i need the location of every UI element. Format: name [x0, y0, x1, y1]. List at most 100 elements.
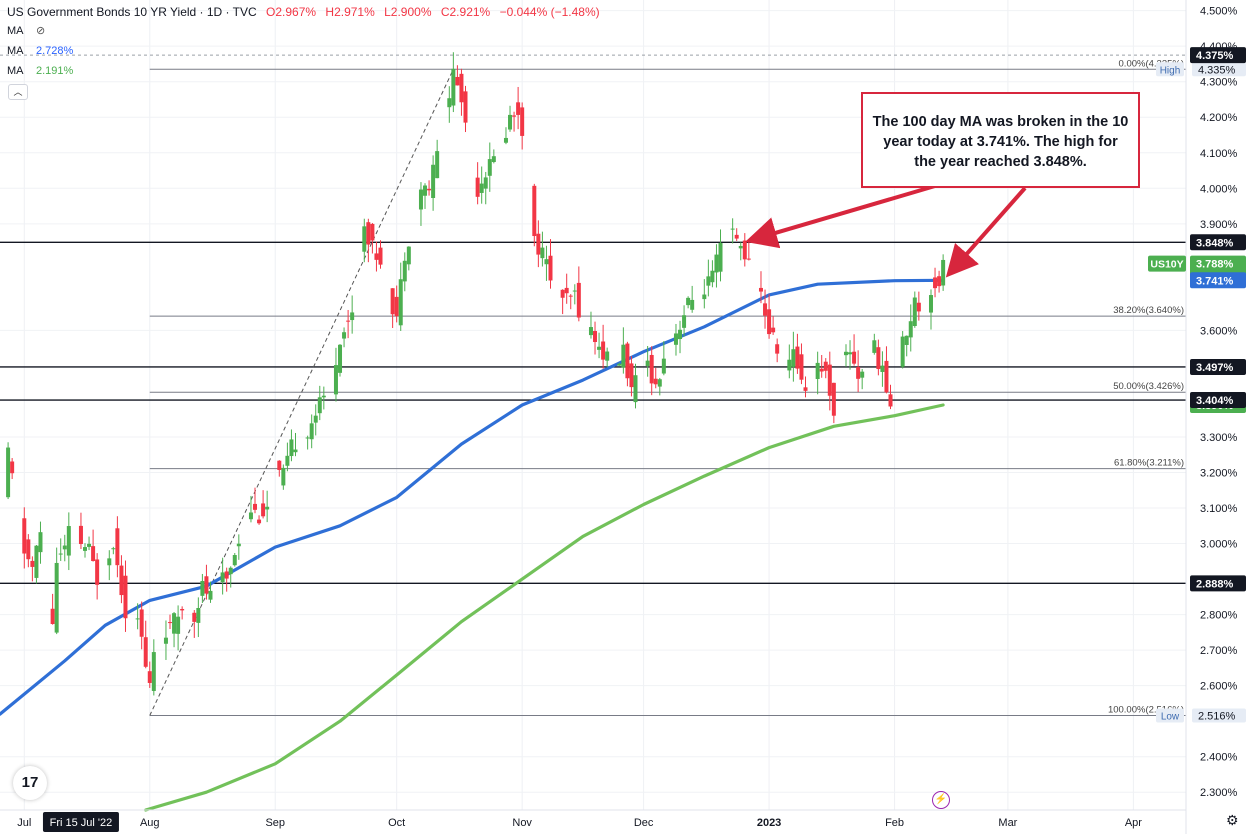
candle-body — [265, 506, 270, 510]
candle-body — [702, 294, 707, 300]
indicator-value: 2.728% — [35, 45, 74, 57]
indicator-ma-3[interactable]: MA 2.191% — [7, 65, 73, 77]
price-axis[interactable]: 4.500%4.400%4.300%4.200%4.100%4.000%3.90… — [1185, 0, 1250, 834]
candle-body — [151, 652, 156, 691]
candle-body — [277, 460, 282, 470]
candle — [843, 344, 848, 367]
candle — [888, 384, 893, 410]
price-tags: High4.335%Low2.516%4.375%3.788%05:23:52U… — [0, 47, 1246, 723]
eye-off-icon[interactable]: ⊘ — [35, 25, 46, 37]
candle — [463, 85, 468, 133]
price-tick-label: 4.300% — [1200, 77, 1238, 89]
candle — [714, 244, 719, 288]
candle — [281, 464, 286, 490]
candle — [904, 335, 909, 357]
candle — [10, 458, 15, 480]
candle — [123, 560, 128, 632]
candle-body — [536, 233, 541, 255]
candle-body — [431, 164, 436, 199]
candle-body — [831, 382, 836, 416]
candle-body — [710, 270, 715, 283]
candle — [204, 564, 209, 600]
candle-body — [87, 543, 92, 547]
candle-body — [633, 375, 638, 403]
candle-body — [653, 378, 658, 385]
support-resistance-lines — [0, 241, 1186, 585]
candle-body — [418, 189, 423, 210]
indicator-ma-1[interactable]: MA ⊘ — [7, 24, 45, 37]
candle-body — [10, 461, 15, 474]
candle — [261, 490, 266, 519]
price-tick-label: 4.000% — [1200, 183, 1238, 195]
candle — [34, 544, 39, 584]
fib-label: 61.80%(3.211%) — [1114, 458, 1184, 469]
candle-body — [734, 234, 739, 239]
candle-body — [168, 622, 173, 624]
candle-body — [742, 240, 747, 260]
candle — [730, 218, 735, 244]
candle — [451, 52, 456, 113]
candle — [512, 111, 517, 132]
candle-body — [338, 344, 343, 373]
candle — [398, 262, 403, 331]
symbol-title[interactable]: US Government Bonds 10 YR Yield · 1D · T… — [7, 5, 257, 19]
price-tick-label: 3.300% — [1200, 432, 1238, 444]
candle — [767, 294, 772, 339]
price-tick-label: 3.100% — [1200, 503, 1238, 515]
candle — [503, 127, 508, 145]
candle — [734, 228, 739, 241]
candle-body — [253, 503, 258, 510]
time-axis[interactable]: Jul Fri 15 Jul '22 Aug Sep Oct Nov Dec 2023 Feb M… — [0, 809, 1186, 832]
candle — [673, 323, 678, 356]
candle — [447, 86, 452, 123]
collapse-indicators-button[interactable]: ︿ — [8, 84, 28, 100]
candle — [819, 354, 824, 378]
time-tick-label: Nov — [512, 817, 532, 829]
candle-body — [232, 555, 237, 566]
candle — [916, 291, 921, 321]
price-tick-label: 3.900% — [1200, 219, 1238, 231]
level-tag-label: 3.497% — [1196, 362, 1234, 374]
candle-body — [459, 73, 464, 103]
candle — [317, 385, 322, 421]
candle-body — [678, 329, 683, 340]
candle-body — [746, 258, 751, 260]
candle-body — [483, 177, 488, 189]
candle-body — [673, 333, 678, 345]
lightning-icon[interactable]: ⚡ — [932, 791, 950, 809]
candle — [277, 460, 282, 477]
fib-tag-bg — [1156, 62, 1184, 77]
candle-body — [848, 352, 853, 355]
candle — [852, 334, 857, 366]
fib-price-tag-bg — [1192, 62, 1246, 77]
fib-price-tag-label: 2.516% — [1198, 711, 1236, 723]
candle — [236, 534, 241, 560]
candle-body — [815, 362, 820, 380]
candle-body — [143, 637, 148, 667]
gear-icon[interactable]: ⚙ — [1226, 812, 1239, 828]
candle-body — [730, 228, 735, 230]
candle-body — [208, 590, 213, 600]
candle — [119, 555, 124, 604]
candle-body — [281, 467, 286, 486]
candle — [738, 242, 743, 261]
candle — [686, 296, 691, 309]
candle — [645, 345, 650, 377]
indicator-ma-2[interactable]: MA 2.728% — [7, 45, 73, 57]
candle — [285, 442, 290, 472]
candle — [560, 289, 565, 315]
tradingview-logo-icon[interactable]: 17 — [13, 766, 47, 800]
candle-body — [682, 315, 687, 328]
candle — [366, 218, 371, 263]
fib-label: 100.00%(2.516%) — [1108, 705, 1184, 716]
candle — [848, 340, 853, 370]
candle — [435, 139, 440, 179]
candle-body — [95, 559, 100, 585]
candle-body — [629, 363, 634, 388]
candle — [22, 507, 27, 569]
annotation-arrows — [745, 184, 1027, 278]
candle — [872, 333, 877, 355]
candle-body — [516, 102, 521, 115]
candle — [625, 341, 630, 387]
